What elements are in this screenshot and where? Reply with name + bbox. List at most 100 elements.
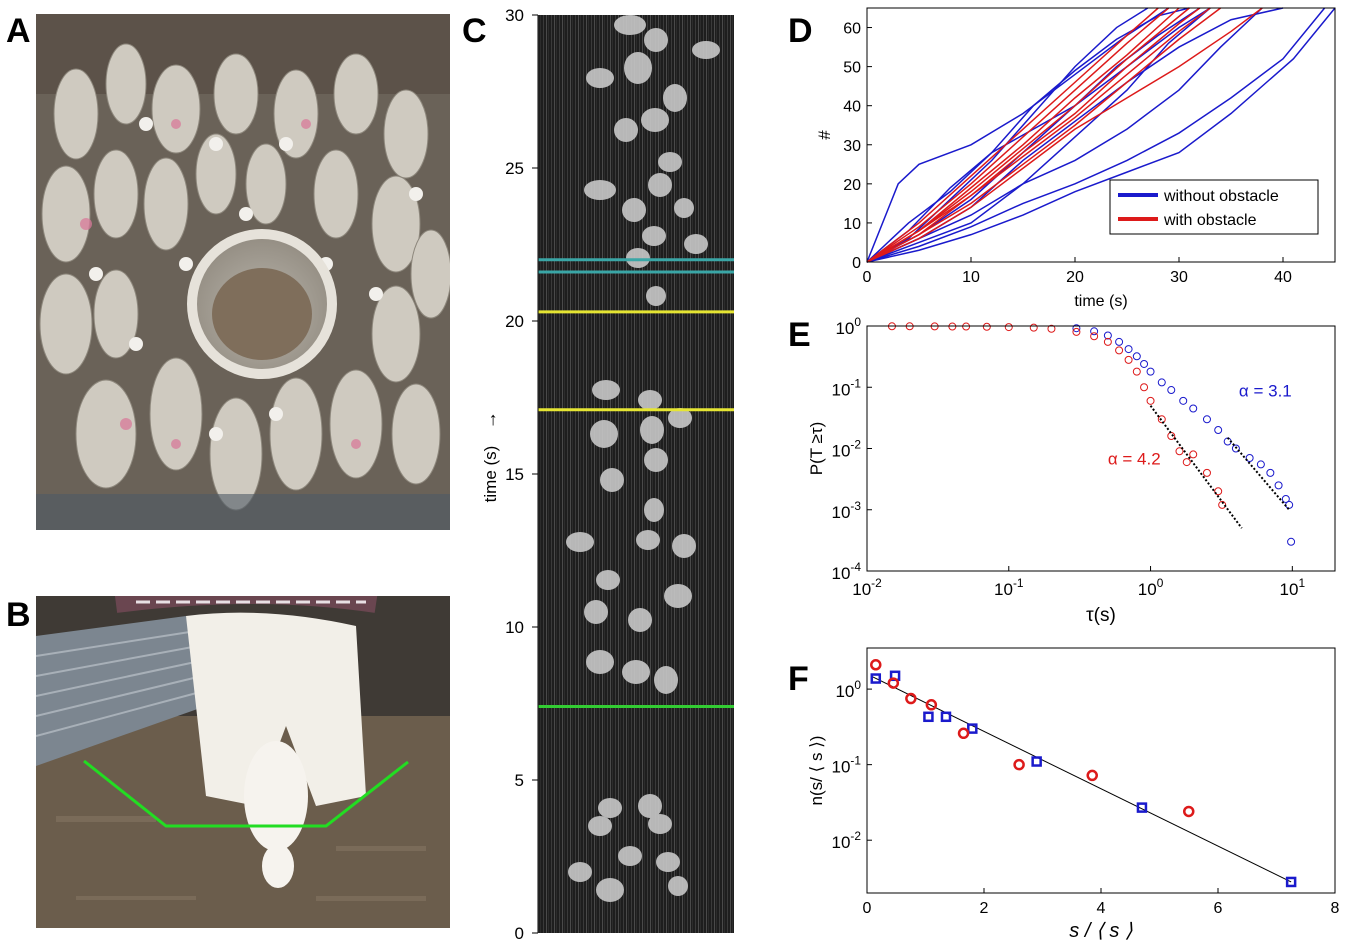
panel-f-point <box>887 677 900 689</box>
panel-letter-e: E <box>788 316 811 354</box>
panel-e-point <box>1115 346 1124 355</box>
panel-e-point <box>982 322 991 331</box>
panel-c-timeline: 0 5 10 15 20 25 30 time (s) → <box>480 6 734 942</box>
panel-c-tick-label: 10 <box>505 618 524 637</box>
panel-e-ytick-label-exp: -2 <box>850 438 861 452</box>
panel-e-point <box>1146 396 1155 405</box>
panel-d-xtick-label: 30 <box>1170 269 1188 286</box>
panel-f-xtick-label: 2 <box>980 900 989 917</box>
panel-e-xtick-label: 101 <box>1280 576 1306 599</box>
panel-e-ytick-label: 100 <box>835 315 861 338</box>
panel-c-tick-label: 30 <box>505 6 524 25</box>
panel-f-xtick-label: 0 <box>863 900 872 917</box>
panel-f-point <box>905 692 917 705</box>
panel-e-xlabel: τ(s) <box>1086 605 1116 626</box>
panel-d-series-line <box>866 7 1263 263</box>
panel-d-ylabel: # <box>815 130 834 140</box>
panel-e-point <box>1202 415 1211 424</box>
panel-d-series-line <box>866 7 1201 263</box>
panel-e-xtick-label-exp: -1 <box>1013 576 1024 590</box>
panel-e-point <box>1103 331 1112 340</box>
panel-d-xtick-label: 40 <box>1274 269 1292 286</box>
panel-c-tick-label: 20 <box>505 312 524 331</box>
panel-d-series-line <box>866 7 1326 263</box>
panel-f-ytick-label-base: 10 <box>835 682 854 701</box>
panel-e-ytick-label: 10-3 <box>832 499 862 522</box>
panel-d-series-line <box>866 7 1201 263</box>
panel-f-point <box>1086 769 1098 782</box>
panel-e-annotation: α = 3.1 <box>1239 382 1292 401</box>
sheep-blobs <box>566 15 720 902</box>
panel-d-ytick-label: 30 <box>843 138 861 155</box>
panel-e-point <box>1103 337 1112 346</box>
panel-d-ytick-label: 10 <box>843 216 861 233</box>
panel-c-tick-label: 15 <box>505 465 524 484</box>
panel-f-point <box>940 711 952 723</box>
panel-e-point <box>1047 324 1056 333</box>
panel-d-xtick-label: 20 <box>1066 269 1084 286</box>
panel-e-xtick-label-exp: 1 <box>1298 576 1305 590</box>
panel-e-point <box>1124 345 1133 354</box>
panel-e-ytick-label: 10-4 <box>832 560 862 583</box>
panel-letter-a: A <box>6 12 31 50</box>
panel-letter-c: C <box>462 12 487 50</box>
sheep-feeder-image <box>36 14 450 530</box>
panel-e-point <box>1274 481 1283 490</box>
panel-c-arrow: → <box>480 411 500 429</box>
panel-e-xtick-label: 10-1 <box>994 576 1024 599</box>
photo-sheep-feeder <box>36 14 450 530</box>
panel-f-xtick-label: 4 <box>1097 900 1106 917</box>
panel-e-point <box>1004 323 1013 332</box>
panel-letter-f: F <box>788 660 809 698</box>
panel-e-point <box>1179 396 1188 405</box>
panel-e-xtick-label-exp: 0 <box>1157 576 1164 590</box>
panel-e-point <box>1281 494 1290 503</box>
panel-e-point <box>1132 367 1141 376</box>
panel-d-series-line <box>866 7 1159 263</box>
panel-e-xtick-label-base: 10 <box>1280 580 1299 599</box>
panel-f-point <box>1183 805 1195 818</box>
panel-d-series-line <box>866 7 1211 263</box>
panel-d-chart: 0 10 20 30 40 0 10 20 30 40 50 60 time (s) # without o… <box>815 7 1336 310</box>
panel-e-ytick-label-base: 10 <box>832 503 851 522</box>
panel-f-point <box>1285 876 1297 888</box>
panel-e-xtick-label-exp: -2 <box>871 576 882 590</box>
panel-d-xlabel: time (s) <box>1074 293 1127 310</box>
panel-e-xtick-label-base: 10 <box>852 580 871 599</box>
panel-d-legend-label: with obstacle <box>1163 212 1257 229</box>
panel-f-xtick-label: 6 <box>1214 900 1223 917</box>
panel-e-point <box>1157 378 1166 387</box>
panel-f-ytick-label-exp: -1 <box>850 754 861 768</box>
panel-e-ytick-label: 10-1 <box>832 376 862 399</box>
panel-e-point <box>1245 453 1254 462</box>
panel-e-point <box>1140 383 1149 392</box>
panel-e-point <box>1029 323 1038 332</box>
panel-d-ytick-label: 20 <box>843 177 861 194</box>
panel-d-ytick-label: 0 <box>852 255 861 272</box>
panel-e-point <box>1167 386 1176 395</box>
panel-e-ytick-label-exp: -3 <box>850 499 861 513</box>
panel-d-ytick-label: 40 <box>843 99 861 116</box>
panel-e-point <box>1214 487 1223 496</box>
panel-e-point <box>1287 537 1296 546</box>
panel-f-point <box>870 673 882 684</box>
panel-e-ytick-label-base: 10 <box>835 319 854 338</box>
panel-e-ylabel: P(T ≥τ) <box>807 422 826 476</box>
panel-e-point <box>1146 367 1155 376</box>
panel-e-frame <box>866 325 1336 572</box>
panel-e-point <box>1115 337 1124 346</box>
panel-e-point <box>1175 447 1184 456</box>
panel-d-series-line <box>866 7 1336 263</box>
panel-e-xtick-label: 100 <box>1138 576 1164 599</box>
panel-letter-b: B <box>6 596 31 634</box>
panel-e-ytick-label-exp: 0 <box>854 315 861 329</box>
panel-e-point <box>1140 359 1149 368</box>
panel-d-series-line <box>866 7 1222 263</box>
panel-d-series-line <box>866 7 1211 263</box>
panel-d-ytick-label: 50 <box>843 60 861 77</box>
door-boundary-line <box>83 759 409 828</box>
panel-d-xtick-label: 0 <box>863 269 872 286</box>
panel-d-legend-box <box>1109 179 1319 235</box>
panel-f-xlabel: s / ⟨ s ⟩ <box>1069 920 1133 942</box>
